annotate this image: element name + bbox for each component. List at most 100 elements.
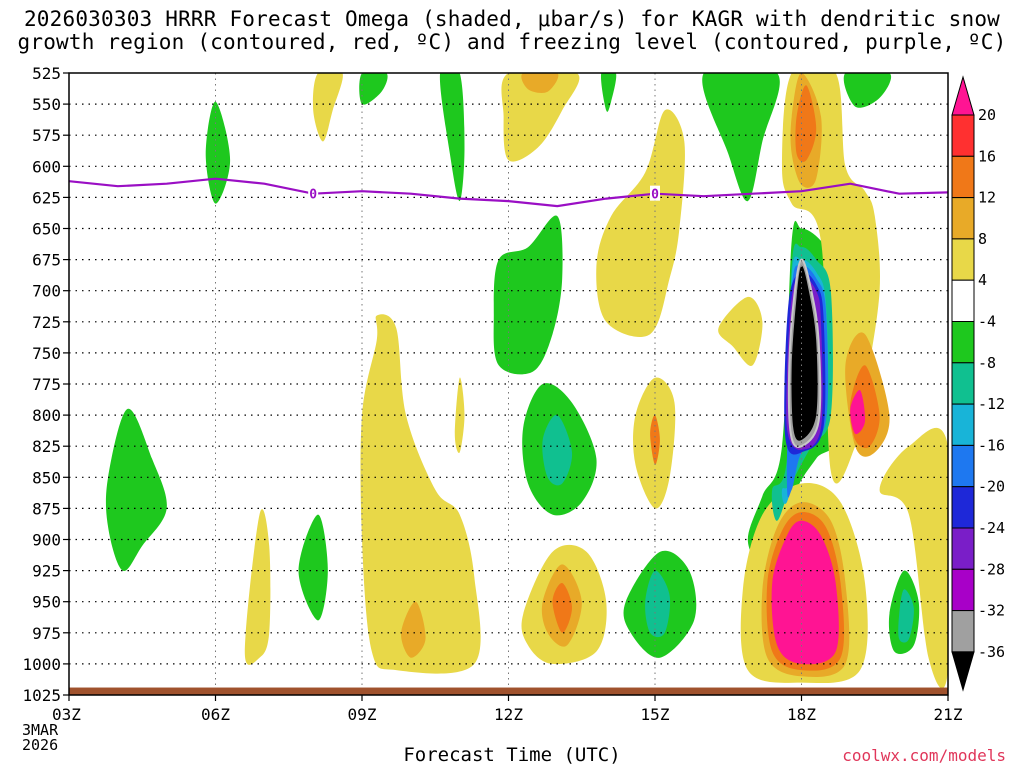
colorbar-label: -4 [978,313,996,331]
x-tick-label-12Z: 12Z [494,705,523,724]
omega-region-red-1500 [650,415,660,465]
colorbar-swatch [951,238,975,281]
omega-region-magenta-1920 [850,389,866,435]
y-tick-label-975: 975 [32,624,61,643]
y-tick-label-625: 625 [32,188,61,207]
x-tick-label-03Z: 03Z [52,705,81,724]
omega-region-teal-1500 [645,570,671,638]
omega-region-yellow-0700 [244,509,271,665]
colorbar-swatch [951,527,975,570]
colorbar-swatch [951,197,975,240]
y-tick-label-525: 525 [32,64,61,83]
omega-region-yellow-1700 [718,296,763,366]
freezing-level-label: 0 [651,188,659,203]
y-tick-label-1025: 1025 [22,686,61,705]
omega-region-yellow-1500 [596,109,685,337]
colorbar-swatch [951,403,975,446]
y-tick-label-575: 575 [32,126,61,145]
y-tick-label-850: 850 [32,468,61,487]
colorbar-swatch [951,362,975,405]
omega-region-green-0930 [359,73,388,105]
colorbar-label: -32 [978,602,1005,620]
freezing-label-bg [650,185,660,201]
x-tick-label-21Z: 21Z [934,705,963,724]
omega-region-green-1915 [843,73,892,108]
y-tick-label-750: 750 [32,344,61,363]
y-tick-label-875: 875 [32,499,61,518]
omega-shading [105,73,948,689]
colorbar-swatch [951,444,975,488]
colorbar-label: 12 [978,189,996,207]
colorbar-bottom-arrow [951,651,975,692]
colorbar-swatch [951,114,975,157]
start-date-day: 3MAR [22,721,59,739]
ground-surface [69,687,948,695]
omega-region-yellow-0830 [312,73,343,142]
colorbar-label: -36 [978,643,1005,661]
chart-title: 2026030303 HRRR Forecast Omega (shaded, … [0,8,1024,54]
core-outline [787,258,822,449]
x-tick-label-09Z: 09Z [348,705,377,724]
colorbar-label: -8 [978,354,996,372]
pressure-axis: 525 550 575 600 625 650 675 700 725 750 775 800 825 8… [22,64,69,705]
colorbar-label: -28 [978,560,1005,578]
omega-region-green-0810 [298,514,328,621]
y-tick-label-825: 825 [32,437,61,456]
y-tick-label-950: 950 [32,593,61,612]
omega-region-magenta-1800-low [771,520,839,665]
ground-strip [69,687,948,695]
omega-region-yellow-2000 [879,427,948,689]
y-tick-label-900: 900 [32,531,61,550]
time-axis: 03Z 06Z 09Z 12Z 15Z 18Z 21Z [52,695,963,724]
y-tick-label-550: 550 [32,95,61,114]
y-tick-label-600: 600 [32,157,61,176]
colorbar-swatch [951,568,975,612]
y-tick-label-925: 925 [32,562,61,581]
x-tick-label-15Z: 15Z [641,705,670,724]
freezing-level-polyline [69,177,948,208]
title-line-2: growth region (contoured, red, ºC) and f… [17,30,1007,54]
omega-region-green-1410 [600,73,617,112]
y-tick-label-1000: 1000 [22,655,61,674]
colorbar-swatch [951,610,975,653]
colorbar-swatch [951,486,975,529]
omega-region-green-0400 [105,408,167,571]
y-tick-label-800: 800 [32,406,61,425]
omega-region-orange-1000 [401,601,426,658]
colorbar-label: 20 [978,106,996,124]
omega-colorbar: 20 16 12 8 4 -4 -8 -12 -16 -20 -24 -28 -32 -36 [951,75,1005,692]
omega-region-teal-2000 [898,589,914,643]
omega-region-teal-1300 [542,414,573,486]
colorbar-label: 4 [978,271,987,289]
omega-region-yellow-1210 [501,73,580,162]
colorbar-label: 8 [978,230,987,248]
start-date-year: 2026 [22,736,59,754]
colorbar-label: -20 [978,478,1005,496]
colorbar-label: -24 [978,519,1005,537]
omega-region-red-1310 [552,582,572,633]
omega-region-orange-1240 [521,73,559,93]
y-tick-label-775: 775 [32,375,61,394]
colorbar-swatch [951,155,975,199]
omega-region-green-1730 [702,73,780,202]
x-tick-label-06Z: 06Z [201,705,230,724]
omega-region-yellow-1000 [360,314,481,674]
colorbar-label: -12 [978,395,1005,413]
x-axis-title: Forecast Time (UTC) [403,744,621,766]
colorbar-top-arrow [951,75,975,116]
colorbar-label: -16 [978,436,1005,454]
title-line-1: 2026030303 HRRR Forecast Omega (shaded, … [23,7,1001,31]
omega-region-green-11z [439,73,465,202]
freezing-level-label: 0 [309,188,317,203]
omega-region-green-1230 [493,215,563,375]
y-tick-label-675: 675 [32,251,61,270]
y-tick-label-700: 700 [32,282,61,301]
colorbar-label: 16 [978,147,996,165]
y-tick-label-725: 725 [32,313,61,332]
grid-lines [69,73,948,695]
omega-region-green-06z [205,101,231,204]
site-credit[interactable]: coolwx.com/models [842,746,1006,765]
colorbar-swatch [951,321,975,364]
